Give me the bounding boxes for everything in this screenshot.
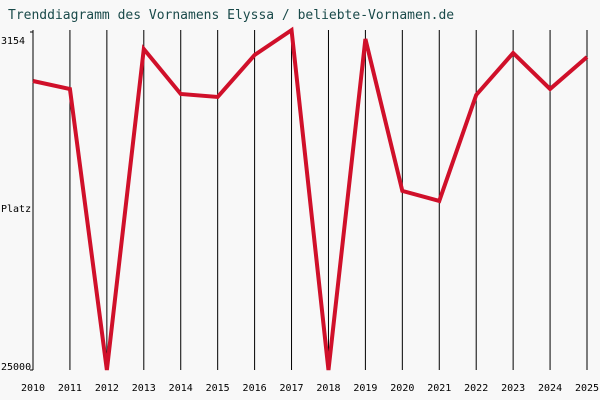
x-tick-label: 2018 <box>316 383 340 394</box>
y-tick-label: 3154 <box>1 36 25 47</box>
x-tick-label: 2017 <box>279 383 303 394</box>
x-tick-label: 2022 <box>464 383 488 394</box>
x-tick-label: 2014 <box>169 383 193 394</box>
x-tick-label: 2021 <box>427 383 451 394</box>
x-tick-label: 2020 <box>390 383 414 394</box>
x-tick-label: 2013 <box>132 383 156 394</box>
data-line <box>32 26 589 371</box>
x-tick-label: 2010 <box>21 383 45 394</box>
y-axis-label: Platz <box>1 204 31 215</box>
x-tick-label: 2015 <box>206 383 230 394</box>
x-tick-label: 2019 <box>353 383 377 394</box>
x-tick-label: 2012 <box>95 383 119 394</box>
x-tick-label: 2025 <box>575 383 599 394</box>
x-tick-label: 2024 <box>538 383 562 394</box>
y-tick-label: 25000 <box>1 362 31 373</box>
x-tick-label: 2016 <box>243 383 267 394</box>
x-tick-label: 2023 <box>501 383 525 394</box>
x-tick-label: 2011 <box>58 383 82 394</box>
chart-title: Trenddiagramm des Vornamens Elyssa / bel… <box>8 8 454 23</box>
